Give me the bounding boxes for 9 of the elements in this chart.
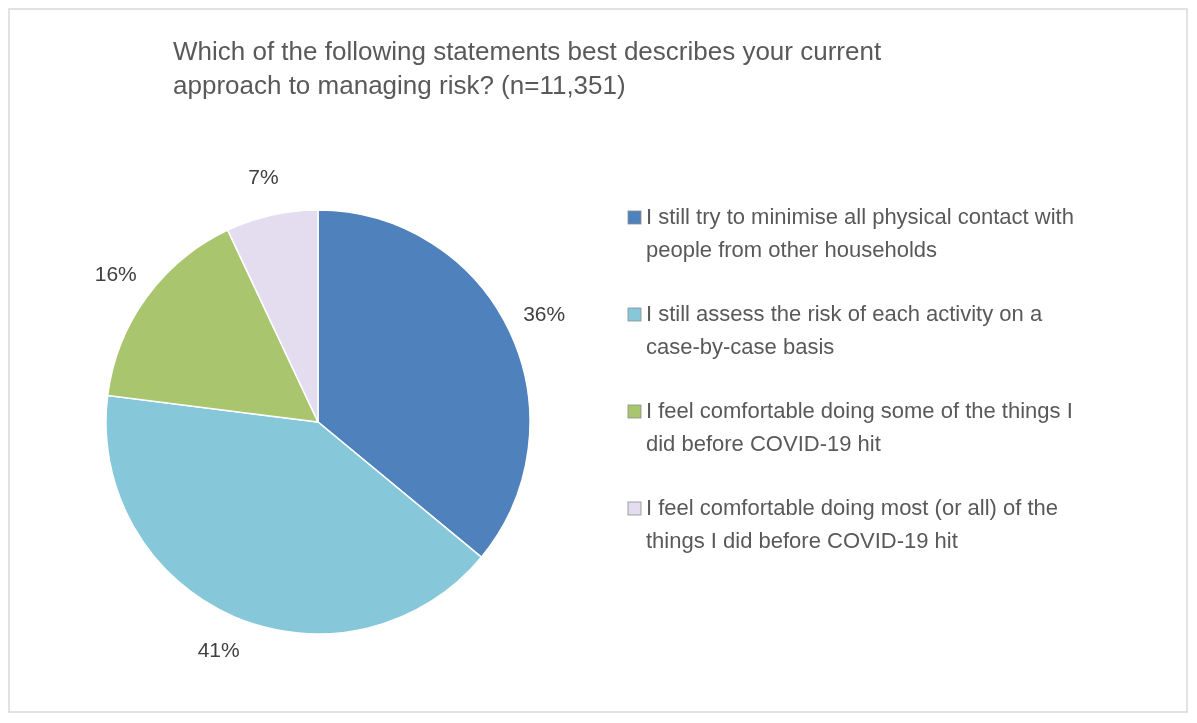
data-label: 7% [248, 164, 279, 188]
data-label: 36% [523, 302, 566, 326]
legend-label: I feel comfortable doing most (or all) of the things I did before COVID-19 hit [646, 494, 1059, 553]
chart-title: Which of the following statements best describes your current approach to managing risk? (n=11,351) [173, 36, 882, 100]
data-label: 41% [197, 637, 240, 661]
data-label: 16% [94, 261, 137, 285]
legend-label: I still try to minimise all physical contact with people from other households [646, 203, 1074, 262]
legend-label: I feel comfortable doing some of the things I did before COVID-19 hit [646, 397, 1073, 456]
legend-label: I still assess the risk of each activity on a case-by-case basis [646, 300, 1043, 359]
